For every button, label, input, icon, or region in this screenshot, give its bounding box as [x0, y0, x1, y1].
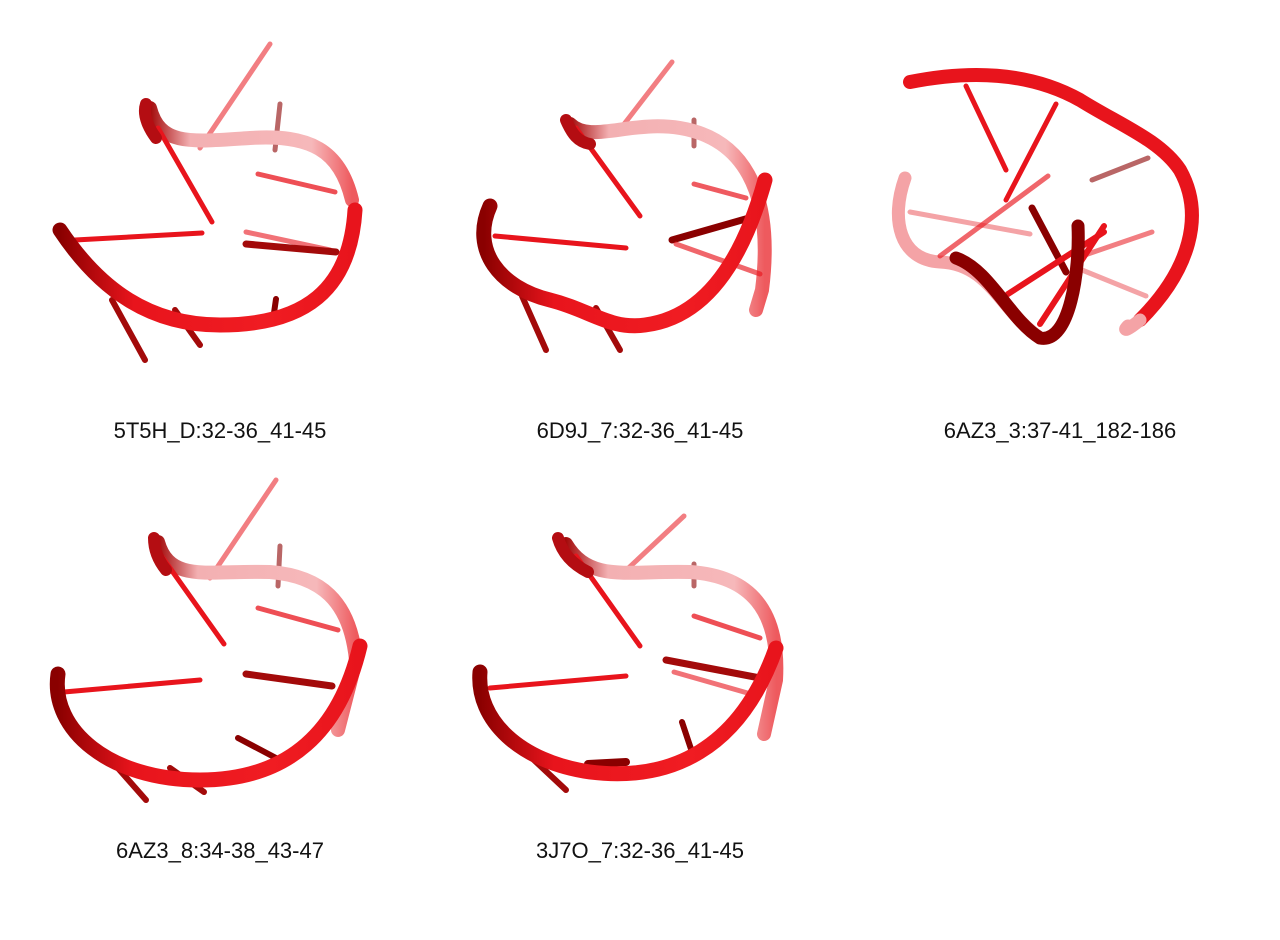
structure-panel-1: 5T5H_D:32-36_41-45	[20, 20, 420, 450]
rna-structure-5	[472, 513, 784, 793]
rna-structure-2	[476, 59, 773, 353]
rna-structure-1	[52, 41, 363, 363]
rna-structure-3	[892, 68, 1199, 345]
structure-panel-2: 6D9J_7:32-36_41-45	[440, 20, 840, 450]
structure-label-4: 6AZ3_8:34-38_43-47	[116, 838, 324, 863]
structure-label-2: 6D9J_7:32-36_41-45	[536, 418, 744, 443]
structure-label-1: 5T5H_D:32-36_41-45	[113, 418, 327, 443]
structure-panel-4: 6AZ3_8:34-38_43-47	[20, 460, 420, 890]
rna-structure-4	[49, 477, 368, 803]
structure-label-5: 3J7O_7:32-36_41-45	[536, 838, 744, 863]
structure-panel-3: 6AZ3_3:37-41_182-186	[860, 20, 1260, 450]
structure-panel-5: 3J7O_7:32-36_41-45	[440, 460, 840, 890]
structure-label-3: 6AZ3_3:37-41_182-186	[943, 418, 1177, 443]
